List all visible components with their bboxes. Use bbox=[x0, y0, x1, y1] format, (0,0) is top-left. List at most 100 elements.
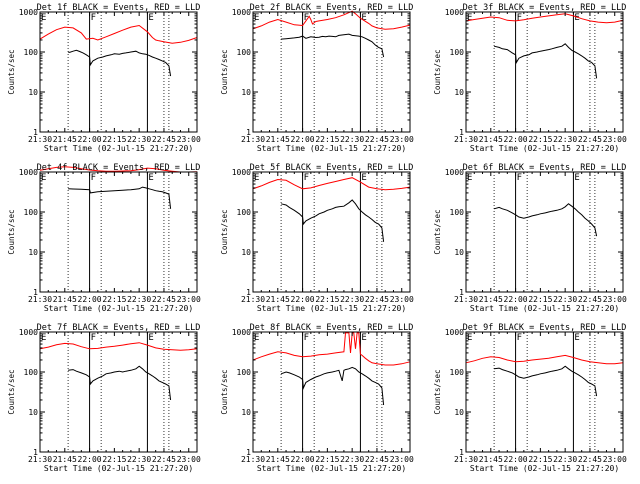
x-tick-label: 23:00 bbox=[177, 455, 201, 464]
x-tick-label: 22:45 bbox=[578, 135, 602, 144]
x-axis-label: Start Time (02-Jul-15 21:27:20) bbox=[470, 304, 619, 313]
x-tick-label: 21:30 bbox=[28, 135, 52, 144]
y-tick-label: 100 bbox=[450, 48, 465, 57]
region-label: E bbox=[41, 13, 46, 23]
panel-1: E F E 1 10 100 1000 21:30 21:45 22:00 22:15 22:30 22… bbox=[7, 3, 201, 153]
y-tick-label: 1 bbox=[33, 128, 38, 137]
y-axis-label: Counts/sec bbox=[7, 49, 16, 94]
y-tick-label: 1 bbox=[33, 448, 38, 457]
x-tick-label: 22:45 bbox=[578, 295, 602, 304]
panel-title: Det 4f BLACK = Events, RED = LLD bbox=[37, 163, 201, 173]
plot-frame bbox=[252, 11, 411, 133]
x-tick-label: 22:00 bbox=[78, 135, 102, 144]
region-label: E bbox=[361, 333, 366, 343]
x-tick-label: 22:00 bbox=[504, 135, 528, 144]
x-tick-label: 22:30 bbox=[553, 135, 577, 144]
plot-frame bbox=[465, 331, 624, 453]
lld-series-line bbox=[252, 10, 411, 30]
panel-title: Det 8f BLACK = Events, RED = LLD bbox=[250, 323, 414, 333]
events-series-line bbox=[280, 366, 385, 406]
x-tick-label: 21:30 bbox=[28, 455, 52, 464]
events-series-line bbox=[68, 365, 172, 401]
lld-series-line bbox=[465, 354, 624, 365]
x-tick-label: 22:45 bbox=[578, 455, 602, 464]
plot-frame bbox=[39, 331, 198, 453]
panel-title: Det 3f BLACK = Events, RED = LLD bbox=[463, 3, 627, 13]
x-tick-label: 21:45 bbox=[53, 295, 77, 304]
x-tick-label: 21:30 bbox=[454, 295, 478, 304]
region-label: E bbox=[254, 13, 259, 23]
x-axis-label: Start Time (02-Jul-15 21:27:20) bbox=[257, 304, 406, 313]
lld-series-line bbox=[39, 342, 198, 351]
events-series-line bbox=[493, 43, 598, 79]
x-tick-label: 22:15 bbox=[102, 135, 126, 144]
region-label: E bbox=[41, 333, 46, 343]
y-axis-label: Counts/sec bbox=[433, 369, 442, 414]
x-tick-label: 22:30 bbox=[340, 135, 364, 144]
y-tick-label: 1 bbox=[459, 288, 464, 297]
x-tick-label: 21:45 bbox=[53, 135, 77, 144]
y-tick-label: 1000 bbox=[19, 8, 38, 17]
x-tick-label: 22:15 bbox=[102, 455, 126, 464]
panel-title: Det 2f BLACK = Events, RED = LLD bbox=[250, 3, 414, 13]
lld-series-line bbox=[465, 13, 624, 24]
y-tick-label: 100 bbox=[237, 208, 252, 217]
y-tick-label: 1000 bbox=[232, 168, 251, 177]
x-axis-label: Start Time (02-Jul-15 21:27:20) bbox=[257, 144, 406, 153]
x-tick-label: 22:45 bbox=[152, 135, 176, 144]
panel-6: E F E 1 10 100 1000 21:30 21:45 22:00 22:15 22:30 22… bbox=[433, 163, 627, 313]
x-tick-label: 22:30 bbox=[127, 295, 151, 304]
region-label: F bbox=[517, 173, 522, 183]
panel-3: E F E 1 10 100 1000 21:30 21:45 22:00 22:15 22:30 22… bbox=[433, 3, 627, 153]
region-label: E bbox=[361, 13, 366, 23]
x-tick-label: 22:45 bbox=[365, 135, 389, 144]
events-series-line bbox=[494, 365, 598, 397]
x-axis-label: Start Time (02-Jul-15 21:27:20) bbox=[44, 464, 193, 473]
y-tick-label: 10 bbox=[241, 408, 251, 417]
y-axis-label: Counts/sec bbox=[220, 49, 229, 94]
y-tick-label: 1000 bbox=[19, 328, 38, 337]
plot-frame bbox=[252, 331, 411, 453]
y-tick-label: 1000 bbox=[232, 8, 251, 17]
x-axis-label: Start Time (02-Jul-15 21:27:20) bbox=[257, 464, 406, 473]
x-tick-label: 22:45 bbox=[365, 295, 389, 304]
plot-frame bbox=[252, 171, 411, 293]
y-tick-label: 10 bbox=[28, 408, 38, 417]
y-axis-label: Counts/sec bbox=[7, 209, 16, 254]
y-tick-label: 100 bbox=[24, 368, 39, 377]
x-tick-label: 22:30 bbox=[127, 455, 151, 464]
x-tick-label: 22:15 bbox=[315, 295, 339, 304]
x-tick-label: 22:00 bbox=[291, 135, 315, 144]
lld-series-line bbox=[39, 24, 198, 44]
x-tick-label: 23:00 bbox=[603, 455, 627, 464]
panel-title: Det 5f BLACK = Events, RED = LLD bbox=[250, 163, 414, 173]
panel-9: E F E 1 10 100 1000 21:30 21:45 22:00 22:15 22:30 22… bbox=[433, 323, 627, 473]
panel-title: Det 1f BLACK = Events, RED = LLD bbox=[37, 3, 201, 13]
x-tick-label: 22:00 bbox=[291, 295, 315, 304]
region-label: E bbox=[361, 173, 366, 183]
x-tick-label: 22:15 bbox=[102, 295, 126, 304]
x-tick-label: 22:30 bbox=[127, 135, 151, 144]
x-tick-label: 21:30 bbox=[28, 295, 52, 304]
x-tick-label: 21:45 bbox=[479, 455, 503, 464]
x-axis-label: Start Time (02-Jul-15 21:27:20) bbox=[470, 144, 619, 153]
region-label: E bbox=[254, 333, 259, 343]
x-tick-label: 23:00 bbox=[177, 135, 201, 144]
region-label: E bbox=[41, 173, 46, 183]
region-label: E bbox=[254, 173, 259, 183]
x-tick-label: 23:00 bbox=[390, 135, 414, 144]
x-tick-label: 22:15 bbox=[528, 295, 552, 304]
x-tick-label: 21:45 bbox=[479, 295, 503, 304]
x-tick-label: 22:15 bbox=[528, 455, 552, 464]
x-axis-label: Start Time (02-Jul-15 21:27:20) bbox=[44, 304, 193, 313]
x-tick-label: 21:45 bbox=[53, 455, 77, 464]
plot-frame bbox=[39, 11, 198, 133]
y-tick-label: 1 bbox=[246, 288, 251, 297]
events-series-line bbox=[68, 186, 172, 209]
x-tick-label: 23:00 bbox=[177, 295, 201, 304]
x-tick-label: 21:30 bbox=[241, 295, 265, 304]
panel-5: E F E 1 10 100 1000 21:30 21:45 22:00 22:15 22:30 22… bbox=[220, 163, 414, 313]
x-tick-label: 23:00 bbox=[603, 135, 627, 144]
x-tick-label: 22:00 bbox=[78, 455, 102, 464]
